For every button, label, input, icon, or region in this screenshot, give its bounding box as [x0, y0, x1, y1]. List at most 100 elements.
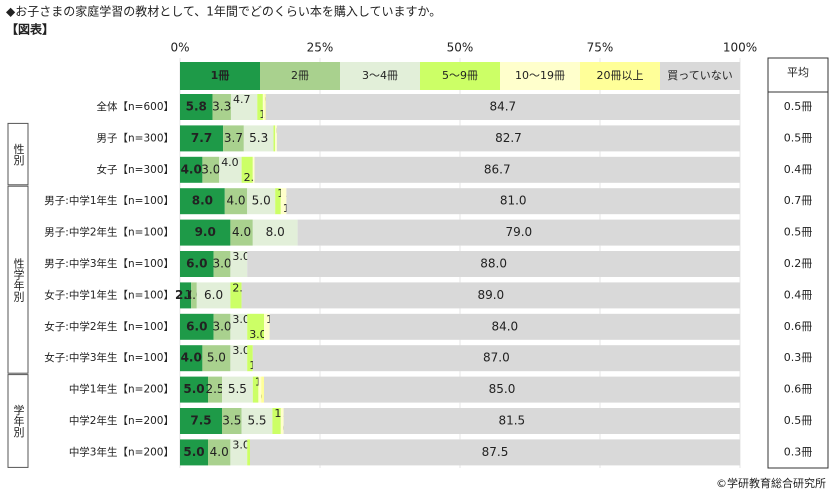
value-label: 2.5 [205, 382, 224, 396]
bar-segment [180, 345, 203, 372]
bar-segment [276, 125, 740, 152]
value-label: 87.5 [482, 445, 509, 459]
value-label: 4.0 [210, 445, 229, 459]
bar-segment [230, 282, 242, 309]
y-tick-label: 女子【n=300】 [97, 163, 175, 176]
x-tick-label: 0% [170, 41, 189, 55]
value-label: 88.0 [480, 257, 507, 271]
legend-swatch [260, 62, 340, 90]
value-label: 3.0 [212, 319, 231, 333]
average-label: 0.5冊 [784, 131, 813, 144]
value-label: 5.0 [183, 382, 204, 396]
value-label: 79.0 [505, 225, 532, 239]
value-label: 4.0 [181, 351, 202, 365]
chart-title: ◆お子さまの家庭学習の教材として、1年間でどのくらい本を購入していますか。 [6, 4, 441, 19]
bar-segment [213, 251, 231, 277]
bar-segment [241, 282, 740, 309]
value-label: 81.0 [500, 194, 527, 208]
bar-segment [213, 313, 231, 340]
average-label: 0.7冊 [784, 194, 813, 207]
group-box [7, 374, 29, 468]
bar-segment [297, 219, 740, 246]
x-tick-label: 100% [723, 41, 757, 55]
value-label: 5.0 [183, 445, 204, 459]
value-label: 85.0 [489, 382, 516, 396]
average-header: 平均 [787, 66, 809, 79]
bar-segment [222, 408, 242, 434]
value-label: 5.0 [252, 194, 271, 208]
source: ©学研教育総合研究所 [716, 476, 826, 490]
legend-swatch [420, 62, 500, 90]
value-label: 3.7 [224, 131, 243, 145]
value-label: 4.7 [233, 93, 251, 106]
y-tick-label: 女子:中学1年生【n=100】 [44, 288, 174, 301]
bar-segment [280, 408, 284, 434]
bar-segment [180, 376, 208, 403]
bar-segment [252, 376, 259, 403]
value-label: 5.0 [207, 351, 226, 365]
legend-label: 買っていない [667, 69, 732, 82]
average-label: 0.5冊 [784, 414, 813, 427]
value-label: 3.0 [249, 328, 267, 341]
average-label: 0.2冊 [784, 257, 813, 270]
bar-segment [264, 376, 740, 403]
x-tick-label: 25% [307, 41, 334, 55]
bar-segment [247, 188, 276, 215]
legend-swatch [500, 62, 580, 90]
bar-segment [219, 156, 242, 183]
value-label: 7.7 [191, 131, 212, 145]
group-label: 学年別 [12, 403, 25, 438]
bar-segment [224, 188, 248, 215]
average-label: 0.5冊 [784, 226, 813, 239]
average-label: 0.6冊 [784, 383, 813, 396]
value-label: 9.0 [195, 225, 216, 239]
value-label: 84.7 [489, 100, 516, 114]
group-label: 性学年別 [12, 256, 25, 302]
legend-label: 2冊 [291, 69, 309, 82]
value-label: 4.0 [221, 156, 239, 169]
average-label: 0.6冊 [784, 320, 813, 333]
bar-segment [230, 219, 253, 246]
average-label: 0.4冊 [784, 288, 813, 301]
bar-segment [230, 94, 258, 120]
legend-label: 1冊 [211, 69, 230, 82]
y-tick-label: 中学3年生【n=200】 [69, 445, 174, 458]
bar-segment [230, 439, 248, 466]
value-label: 3.0 [201, 162, 220, 176]
bar-segment [202, 156, 220, 183]
bar-segment [283, 408, 740, 434]
y-tick-label: 中学1年生【n=200】 [69, 383, 174, 396]
value-label: 6.0 [186, 319, 207, 333]
value-label: 3.0 [232, 438, 250, 451]
value-label: 84.0 [491, 319, 518, 333]
value-label: 8.0 [192, 194, 213, 208]
bar-segment [272, 408, 281, 434]
bar-segment [265, 94, 740, 120]
bar-segment [180, 156, 203, 183]
bar-segment [275, 188, 281, 215]
bar-segment [264, 94, 266, 120]
value-label: 7.5 [190, 414, 211, 428]
bar-segment [250, 439, 740, 466]
x-tick-label: 75% [587, 41, 614, 55]
legend-swatch [340, 62, 420, 90]
value-label: 5.5 [228, 382, 247, 396]
legend-swatch [180, 62, 260, 90]
bar-segment [252, 156, 255, 183]
bar-segment [241, 156, 253, 183]
y-tick-label: 女子:中学2年生【n=100】 [44, 320, 174, 333]
legend-label: 5～9冊 [442, 69, 478, 82]
y-tick-label: 全体【n=600】 [97, 100, 175, 113]
value-label: 5.8 [186, 100, 207, 114]
bar-segment [222, 376, 253, 403]
legend-swatch [580, 62, 660, 90]
bar-segment [262, 94, 265, 120]
bar-segment [180, 188, 225, 215]
bar-segment [230, 313, 248, 340]
bar-segment [208, 376, 222, 403]
average-label: 0.3冊 [784, 351, 813, 364]
average-label: 0.5冊 [784, 100, 813, 113]
bar-segment [230, 345, 248, 372]
value-label: 2.0 [175, 288, 196, 302]
bar-segment [280, 188, 287, 215]
